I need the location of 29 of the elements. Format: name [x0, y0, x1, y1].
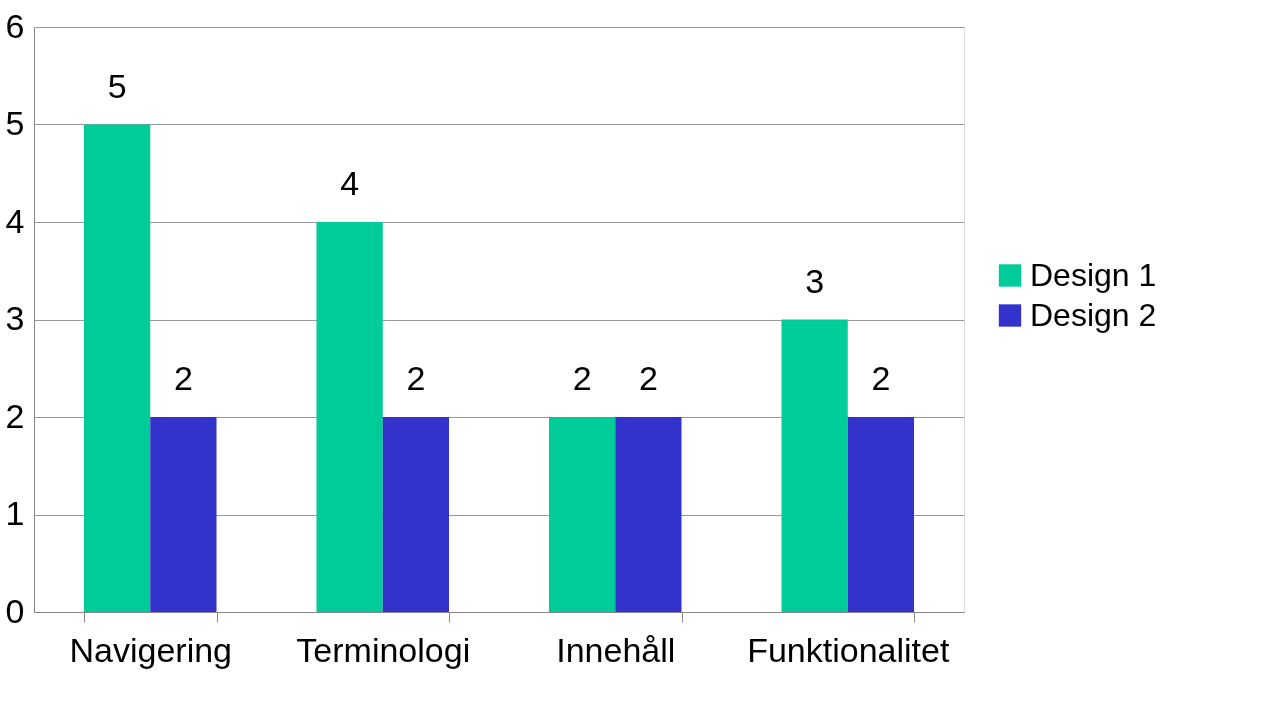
data-label: 2: [572, 359, 592, 397]
y-tick-label: 1: [5, 494, 25, 532]
y-tick-label: 2: [5, 396, 25, 435]
bar: [615, 417, 682, 612]
data-label: 5: [107, 66, 127, 105]
data-label: 2: [638, 359, 658, 397]
data-label: 4: [340, 164, 360, 202]
legend-label: Design 2: [1030, 296, 1157, 333]
x-tick-label: Terminologi: [296, 630, 471, 669]
bar: [150, 417, 217, 612]
data-label: 2: [871, 359, 891, 397]
data-label: 3: [805, 261, 825, 300]
data-label: 2: [173, 359, 193, 397]
y-tick-label: 0: [5, 591, 25, 630]
bar: [316, 222, 383, 612]
bar: [83, 124, 151, 612]
y-tick-label: 3: [5, 299, 25, 337]
legend-label: Design 1: [1030, 256, 1157, 293]
x-tick-label: Navigering: [69, 630, 233, 669]
x-tick-label: Funktionalitet: [747, 630, 950, 669]
bar: [382, 417, 450, 612]
bar: [847, 417, 915, 612]
y-tick-label: 6: [5, 6, 25, 45]
y-tick-label: 5: [5, 104, 25, 142]
x-tick-label: Innehåll: [556, 630, 676, 669]
bar: [548, 417, 616, 612]
bar: [781, 319, 848, 612]
data-label: 2: [406, 359, 426, 397]
y-tick-label: 4: [5, 201, 25, 240]
